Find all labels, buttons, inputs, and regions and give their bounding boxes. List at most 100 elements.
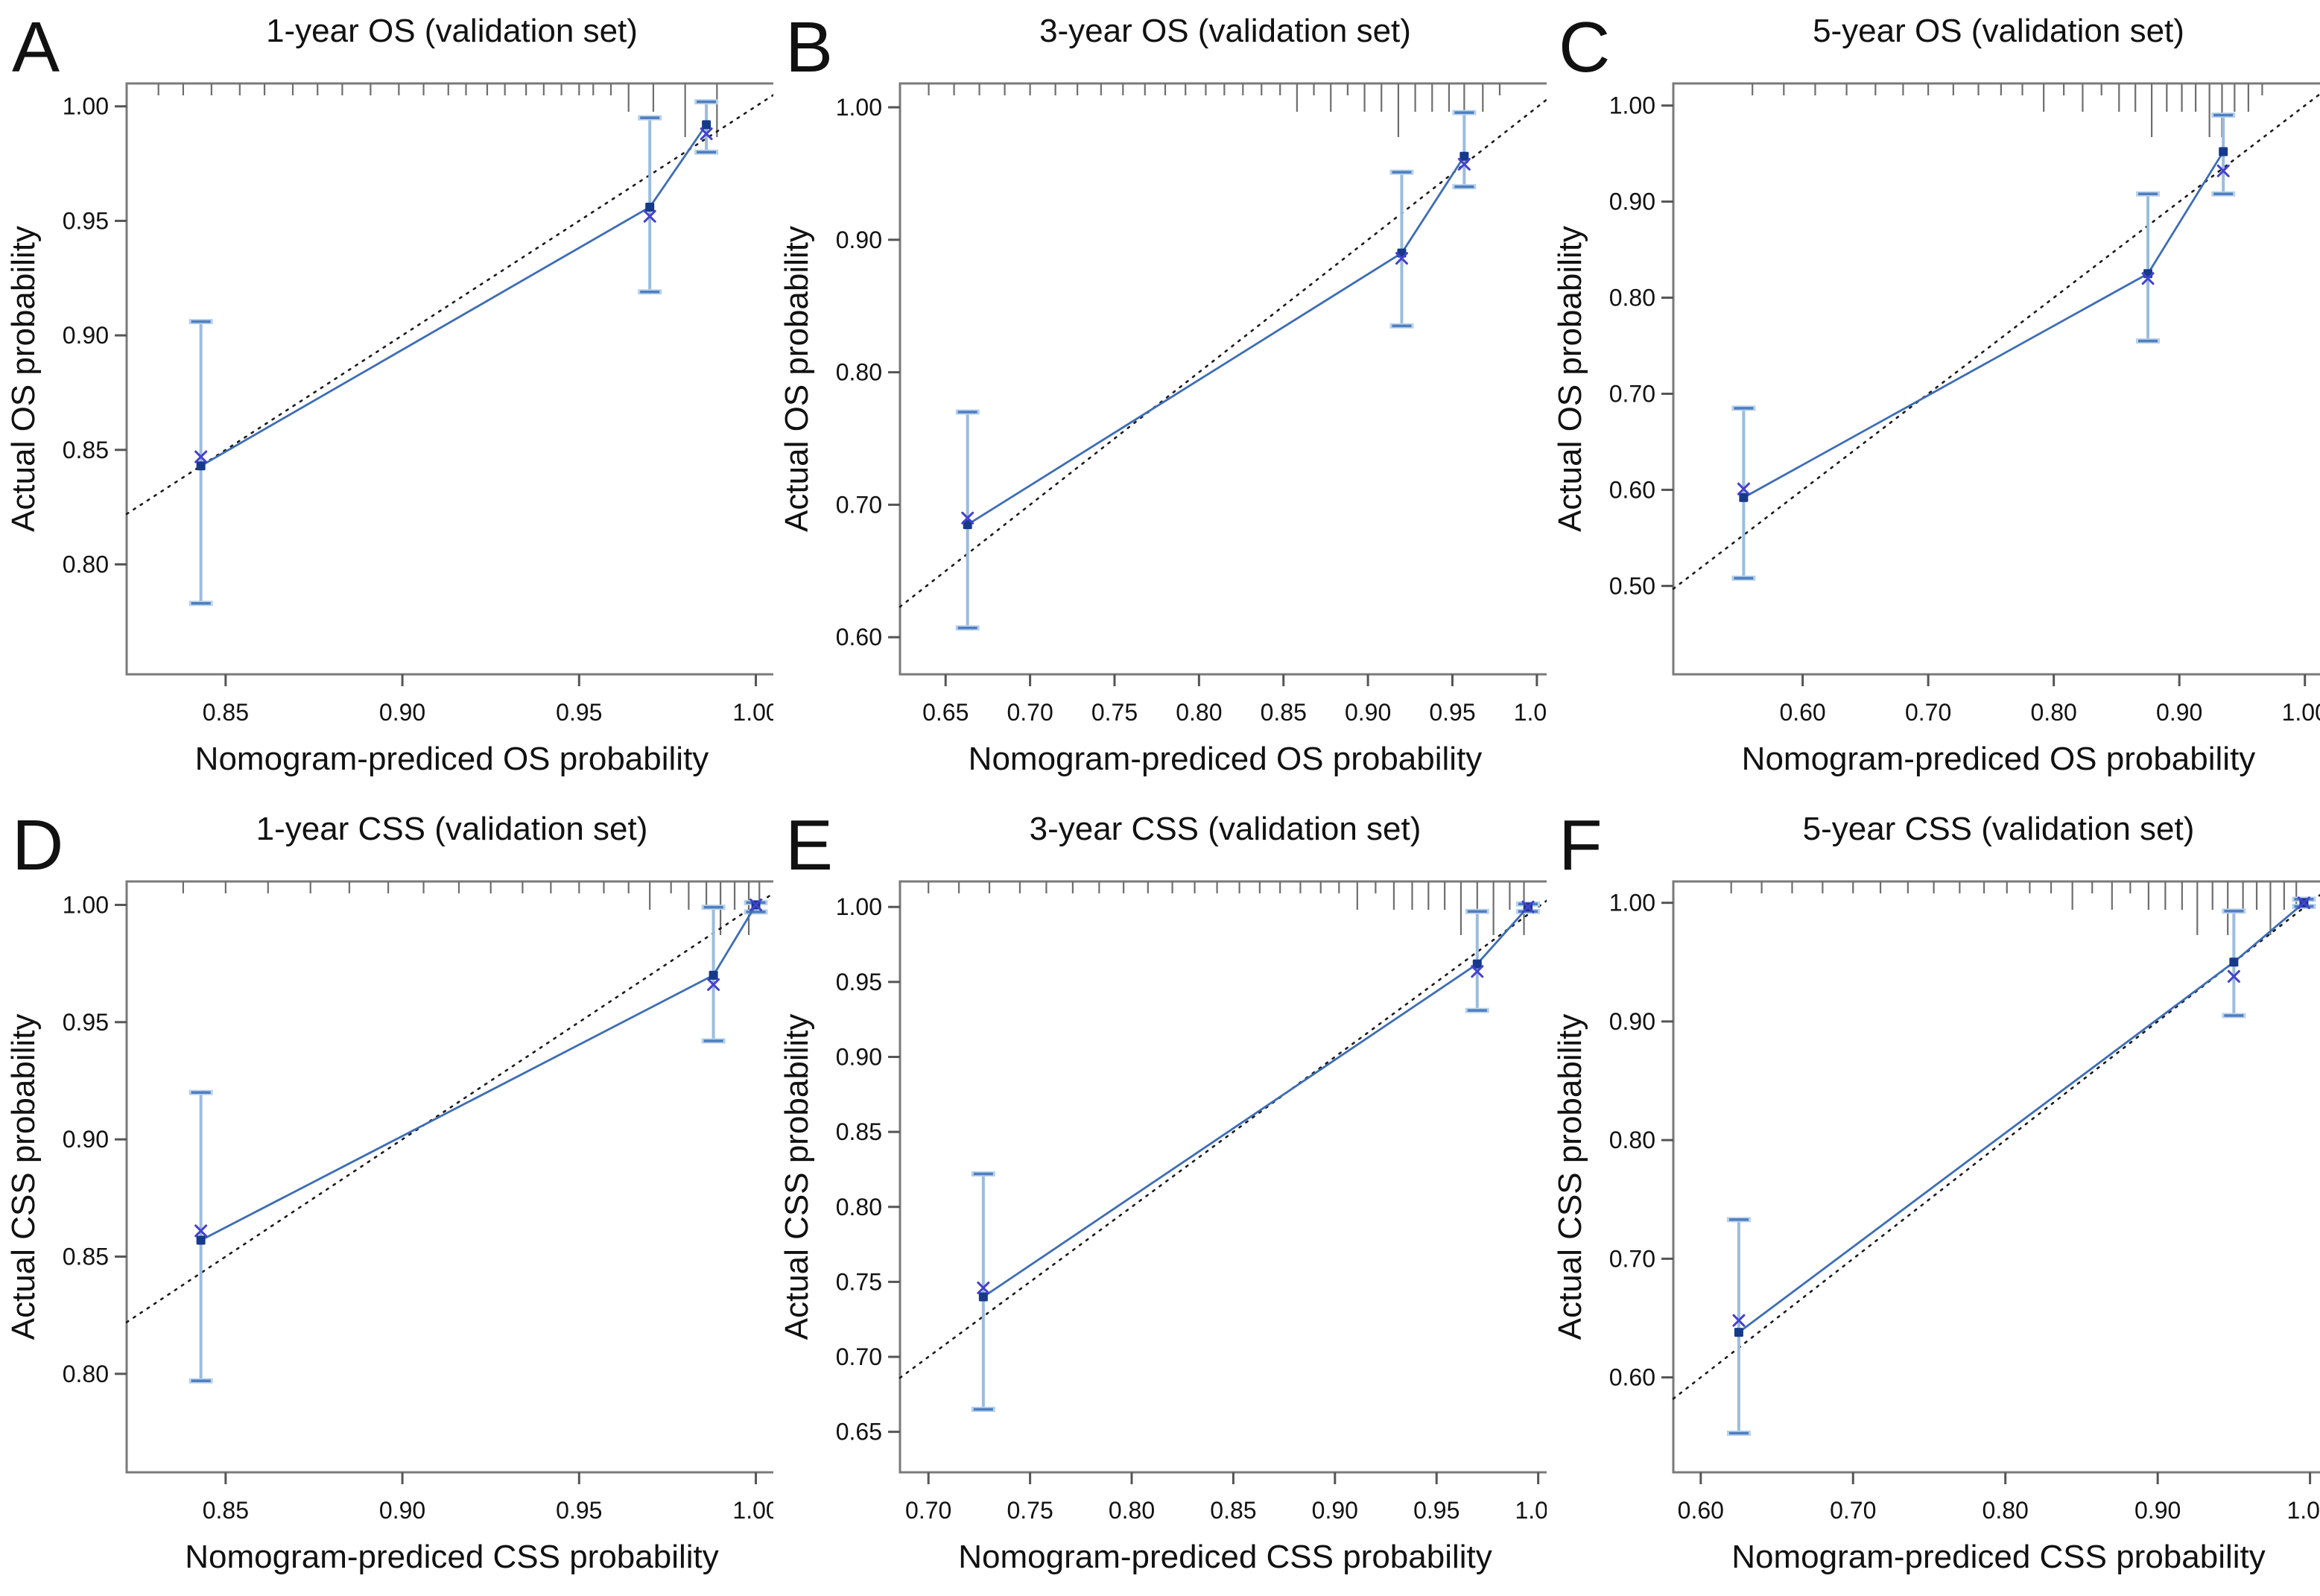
bias-corrected-cross-marker [2297,896,2310,910]
rug-marks [1752,83,2263,137]
panel-5yr-os: C 5-year OS (validation set) 0.60 0.70 0.80 0… [1547,0,2320,798]
error-bars [971,901,1540,1412]
plot-frame [125,82,773,676]
x-tick-label: 0.75 [1007,1497,1053,1524]
y-axis: 0.80 0.85 0.90 0.95 1.00 Actual OS probabilit… [5,93,127,577]
bias-corrected-cross-marker [700,127,713,141]
plot-frame [125,880,773,1474]
calibration-chart: E 3-year CSS (validation set) 0.70 0.75 0.80… [779,805,1547,1575]
error-bars [188,899,768,1384]
calibration-line [200,904,757,1241]
calibration-line [1738,902,2305,1334]
y-tick-label: 0.80 [63,551,109,577]
x-tick-label: 0.65 [922,699,969,726]
y-tick-label: 1.00 [1609,890,1655,916]
identity-line [1672,893,2320,1400]
plot-frame [1672,82,2320,676]
rug-marks [182,881,761,935]
data-points [1737,147,2230,502]
y-axis-title: Actual OS probability [5,226,42,532]
bias-corrected-cross-marker [749,898,763,911]
x-tick-label: 0.90 [2156,699,2202,726]
chart-title: 5-year CSS (validation set) [1803,811,2195,847]
y-tick-label: 0.95 [63,207,109,234]
x-tick-label: 0.95 [556,1497,602,1524]
y-tick-label: 0.50 [1609,572,1655,599]
x-axis: 0.85 0.90 0.95 1.00 Nomogram-prediced OS pro… [195,674,773,777]
bias-corrected-cross-marker [961,511,974,525]
y-tick-label: 0.80 [1609,285,1655,311]
y-tick-label: 0.90 [1609,1008,1655,1035]
point-marker [1472,959,1482,969]
bias-corrected-cross-marker [1457,157,1471,171]
y-tick-label: 0.60 [1609,476,1655,503]
x-axis: 0.60 0.70 0.80 0.90 1.00 Nomogram-prediced OS… [1742,674,2320,777]
x-axis-title: Nomogram-prediced OS probability [1742,741,2256,777]
x-axis: 0.60 0.70 0.80 0.90 1.00 Nomogram-prediced CS… [1678,1472,2320,1575]
y-tick-label: 0.60 [1609,1364,1655,1391]
calibration-chart: A 1-year OS (validation set) 0.85 0.90 0.95 1… [5,7,773,777]
calibration-chart: D 1-year CSS (validation set) 0.85 0.90 0.95… [5,805,773,1575]
point-marker [702,120,711,130]
point-marker [1459,151,1469,161]
y-tick-label: 0.75 [836,1268,882,1295]
chart-title: 5-year OS (validation set) [1813,13,2184,49]
x-tick-label: 0.70 [1830,1497,1876,1524]
point-marker [1739,493,1749,502]
y-axis-title: Actual CSS probability [779,1014,815,1340]
x-tick-label: 0.90 [379,699,425,726]
y-tick-label: 0.80 [836,1194,882,1220]
x-tick-label: 0.60 [1678,1497,1724,1524]
y-tick-label: 1.00 [63,891,109,918]
x-tick-label: 0.95 [1413,1497,1459,1524]
y-axis: 0.80 0.85 0.90 0.95 1.00 Actual CSS probabili… [5,891,127,1387]
panel-letter: F [1559,805,1603,885]
y-tick-label: 0.95 [836,969,882,995]
y-axis: 0.60 0.70 0.80 0.90 1.00 Actual OS probabilit… [779,94,900,650]
x-tick-label: 0.95 [1429,699,1475,726]
chart-title: 3-year OS (validation set) [1039,13,1411,49]
y-tick-label: 0.80 [1609,1127,1655,1153]
point-marker [2229,957,2239,967]
y-tick-label: 0.70 [1609,1245,1655,1272]
bias-corrected-cross-marker [194,1224,208,1238]
x-tick-label: 1.00 [2286,1497,2320,1524]
x-tick-label: 0.80 [1983,1497,2029,1524]
bias-corrected-cross-marker [2141,272,2155,285]
plot-frame [898,82,1547,676]
bias-corrected-cross-marker [2216,164,2230,177]
identity-line [898,98,1547,608]
y-tick-label: 0.90 [63,322,109,349]
x-tick-label: 1.00 [1514,699,1547,726]
x-tick-label: 0.90 [1312,1497,1358,1524]
rug-marks [157,83,718,137]
x-tick-label: 0.90 [379,1497,425,1524]
x-tick-label: 0.85 [203,699,249,726]
x-axis: 0.85 0.90 0.95 1.00 Nomogram-prediced CSS pr… [185,1472,773,1575]
point-marker [1734,1328,1743,1337]
y-tick-label: 0.85 [836,1118,882,1145]
rug-marks [928,83,1501,137]
y-tick-label: 0.90 [1609,189,1655,215]
y-tick-label: 0.60 [836,624,882,650]
chart-title: 1-year CSS (validation set) [256,811,648,847]
x-tick-label: 0.70 [1905,699,1951,726]
calibration-chart: F 5-year CSS (validation set) 0.60 0.70 0.80… [1552,805,2320,1575]
y-tick-label: 1.00 [63,93,109,120]
y-tick-label: 0.90 [836,227,882,253]
point-marker [2219,147,2228,156]
x-tick-label: 1.00 [2282,699,2320,726]
point-marker [196,461,206,471]
x-tick-label: 0.90 [1345,699,1391,726]
y-tick-label: 0.90 [63,1126,109,1153]
calibration-chart: C 5-year OS (validation set)0.60 0.70 0.80 0… [1552,7,2320,777]
data-points [977,900,1535,1302]
plot-frame [898,880,1547,1474]
y-tick-label: 0.90 [836,1043,882,1070]
data-points [1732,896,2310,1337]
chart-title: 1-year OS (validation set) [266,13,638,49]
panel-3yr-os: B 3-year OS (validation set) 0.65 0.70 0.75 0… [773,0,1547,798]
x-tick-label: 0.85 [203,1497,249,1524]
point-marker [963,520,972,530]
